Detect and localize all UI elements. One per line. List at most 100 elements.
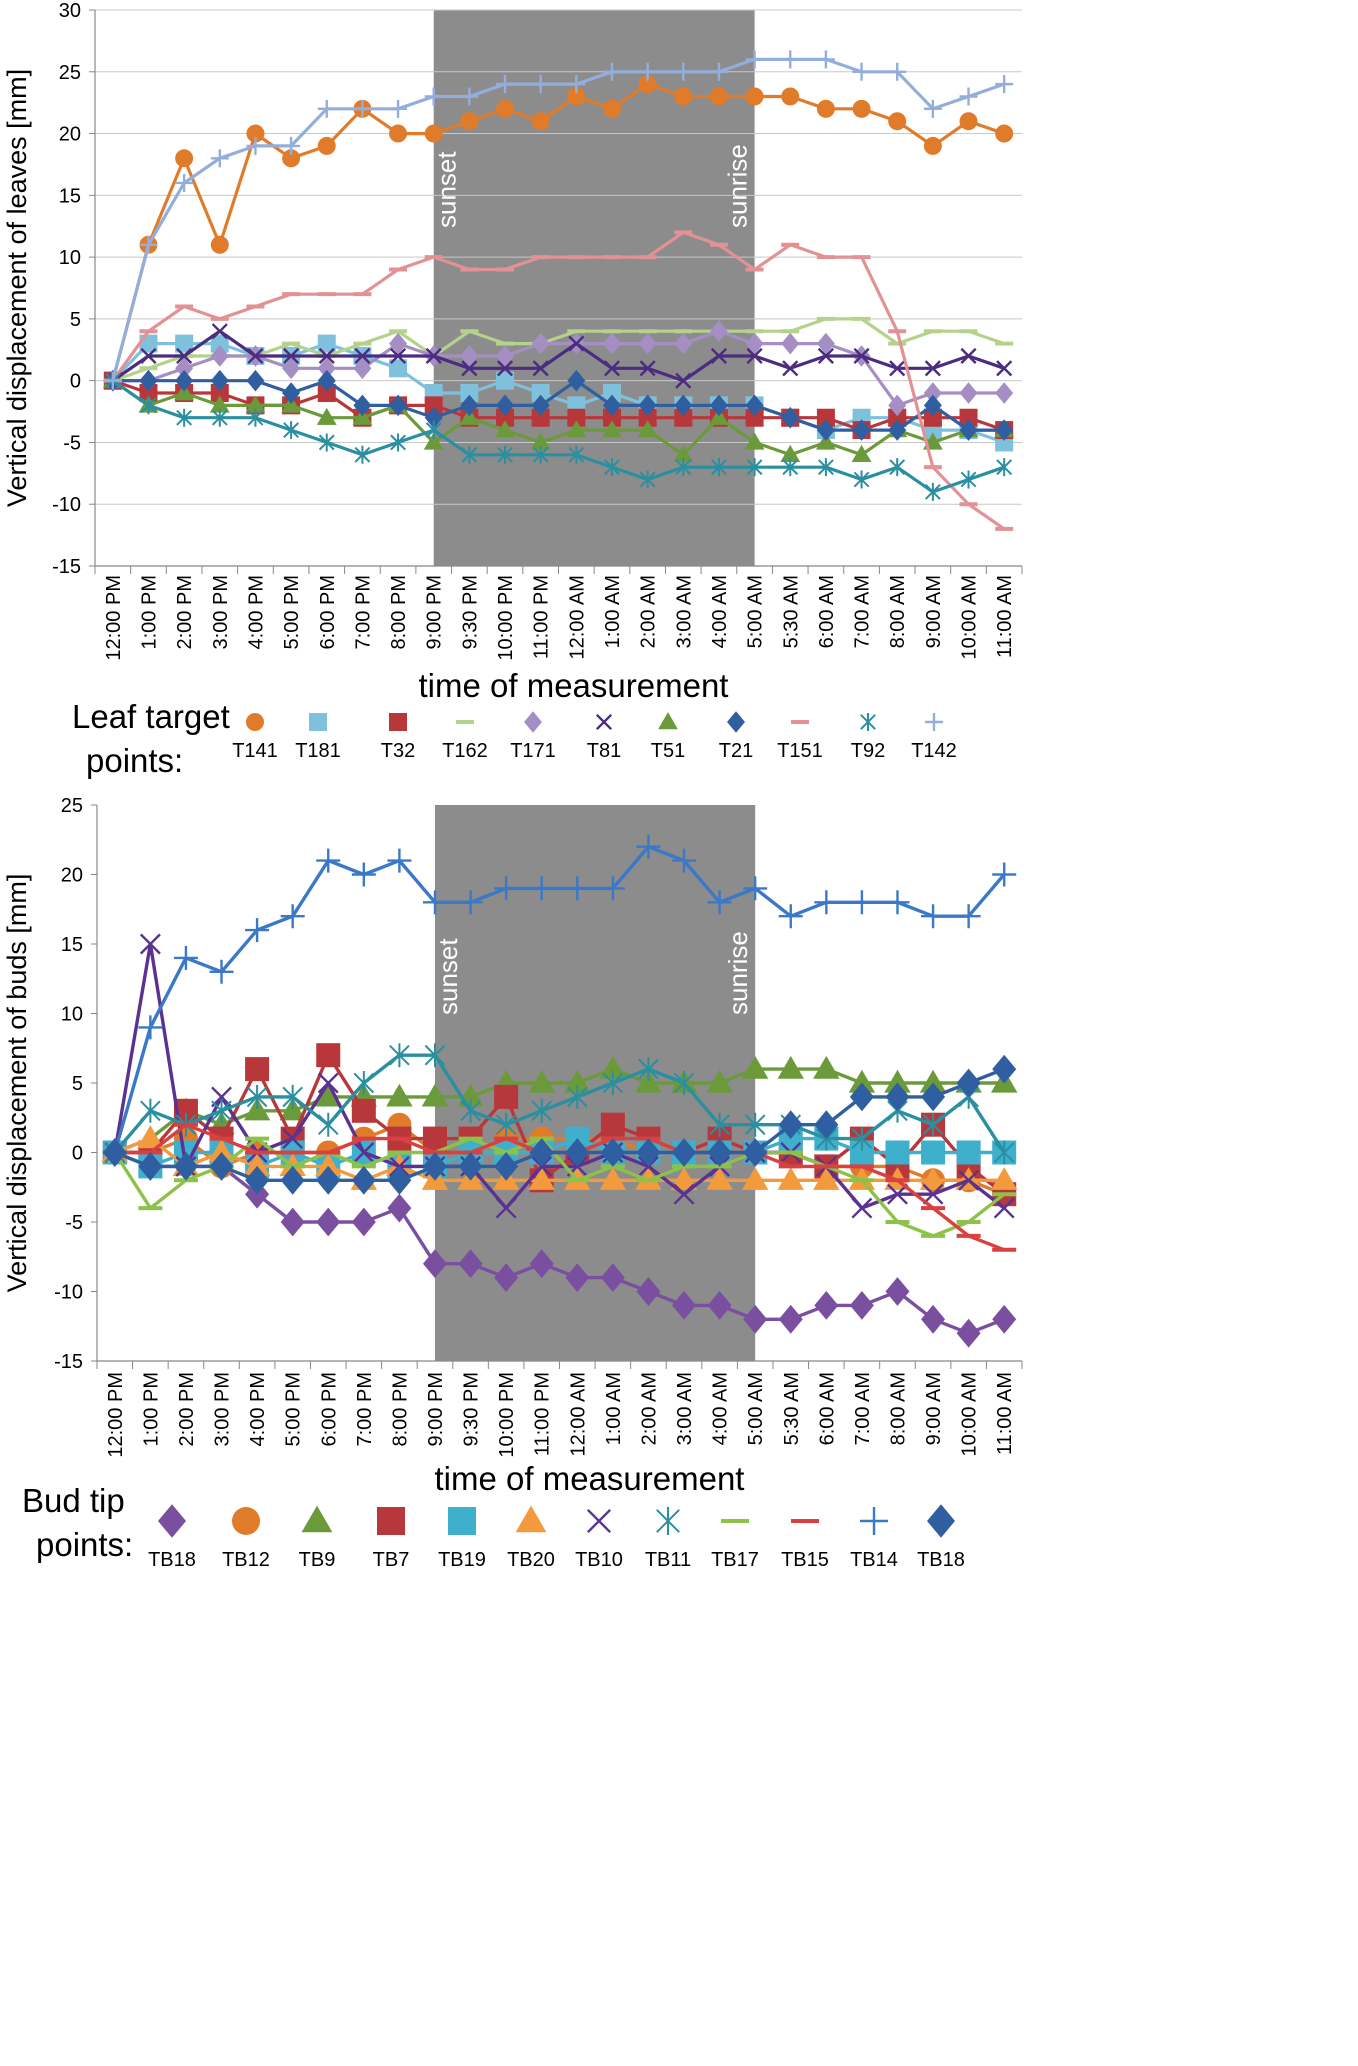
legend-label: T141 [232, 740, 278, 762]
x-tick-label: 12:00 PM [105, 1372, 127, 1458]
series-group [102, 50, 1015, 531]
y-tick-label: 25 [61, 795, 83, 817]
data-point [353, 357, 372, 380]
data-point [280, 904, 305, 929]
legend-label: T81 [587, 740, 621, 762]
data-point [816, 408, 835, 427]
data-point [813, 1055, 840, 1079]
series-group [101, 834, 1018, 1348]
series-T151 [103, 230, 1014, 531]
data-point [245, 918, 270, 943]
x-tick-label: 1:00 AM [602, 575, 624, 648]
x-tick-label: 7:00 PM [354, 1372, 376, 1446]
y-tick-label: -10 [52, 494, 81, 516]
data-point [992, 862, 1017, 887]
legend: Bud tip points: TB18 TB12 TB9 TB7 TB19 TB20 TB10… [22, 1482, 965, 1571]
x-tick-label: 1:00 PM [138, 575, 160, 649]
data-point [995, 382, 1014, 404]
data-point [813, 1167, 840, 1190]
data-point [636, 834, 661, 859]
y-tick-labels: -15 -10 -5 0 5 10 15 20 25 30 [52, 0, 81, 578]
data-point [210, 334, 229, 353]
legend-marker-TB18 [927, 1504, 955, 1538]
series-line [111, 329, 1005, 383]
data-point [707, 1291, 732, 1320]
legend-label: TB11 [645, 1549, 691, 1571]
data-point [993, 1197, 1015, 1219]
y-tick-label: 0 [70, 371, 81, 393]
data-point [884, 1069, 911, 1093]
y-tick-label: -5 [63, 432, 81, 454]
data-point [139, 933, 161, 955]
data-point [816, 332, 835, 355]
legend-marker-T81 [595, 713, 613, 731]
x-tick-label: 9:00 PM [424, 575, 446, 649]
x-tick-label: 2:00 PM [176, 1372, 198, 1446]
legend-label: TB10 [575, 1549, 623, 1571]
legend-label: T151 [777, 740, 823, 762]
series-line [113, 1053, 1006, 1154]
data-point [848, 1069, 876, 1093]
data-point [424, 1043, 446, 1068]
data-point [422, 890, 447, 915]
x-tick-label: 4:00 AM [710, 1372, 732, 1445]
data-point [923, 394, 942, 417]
data-point [496, 99, 515, 118]
data-point [354, 347, 371, 365]
data-point [600, 876, 625, 901]
data-point [422, 1249, 447, 1279]
data-point [995, 124, 1014, 143]
y-tick-label: 30 [59, 0, 81, 22]
x-tick-label: 10:00 AM [959, 1372, 981, 1457]
data-point [814, 1110, 839, 1140]
data-point [210, 345, 229, 367]
data-point [602, 420, 622, 438]
data-point [282, 357, 301, 380]
data-point [138, 1152, 163, 1181]
data-point [922, 1112, 944, 1137]
data-point [746, 458, 763, 477]
legend-title: Leaf target [72, 698, 230, 735]
series-line [111, 379, 1005, 457]
data-point [711, 458, 727, 477]
data-point [494, 1084, 519, 1109]
x-tick-label: 5:00 AM [745, 1372, 767, 1445]
x-tick-label: 12:00 PM [103, 575, 125, 661]
series-TB9 [101, 1055, 1018, 1163]
data-point [208, 1139, 235, 1163]
data-point [316, 848, 341, 873]
data-point [140, 347, 157, 365]
data-point [602, 384, 621, 403]
data-point [352, 407, 373, 425]
data-point [889, 458, 906, 477]
data-point [992, 1054, 1017, 1084]
x-tick-label: 2:00 PM [174, 575, 196, 649]
axes [89, 9, 1023, 574]
x-tick-label: 10:00 AM [959, 575, 981, 660]
data-point [814, 890, 839, 915]
data-point [353, 1071, 375, 1095]
data-point [816, 50, 835, 69]
x-tick-label: 9:00 AM [923, 575, 945, 648]
legend-label: TB9 [299, 1549, 336, 1571]
data-point [996, 360, 1013, 377]
data-point [494, 876, 519, 901]
data-point [599, 1055, 627, 1079]
data-point [673, 444, 694, 462]
x-tick-label: 9:30 PM [461, 1372, 483, 1446]
sunset-label: sunset [433, 938, 463, 1015]
data-point [210, 235, 229, 254]
data-point [281, 395, 301, 413]
data-point [102, 1138, 127, 1167]
data-point [709, 394, 728, 417]
x-tick-label: 7:00 AM [852, 575, 874, 648]
data-point [425, 347, 442, 365]
data-point [602, 1071, 624, 1095]
data-point [600, 1112, 625, 1137]
data-point [816, 419, 835, 441]
data-point [851, 1197, 873, 1219]
legend-label: TB20 [507, 1549, 555, 1571]
data-point [888, 112, 907, 131]
x-tick-label: 6:00 AM [816, 1372, 838, 1445]
data-point [423, 432, 444, 450]
